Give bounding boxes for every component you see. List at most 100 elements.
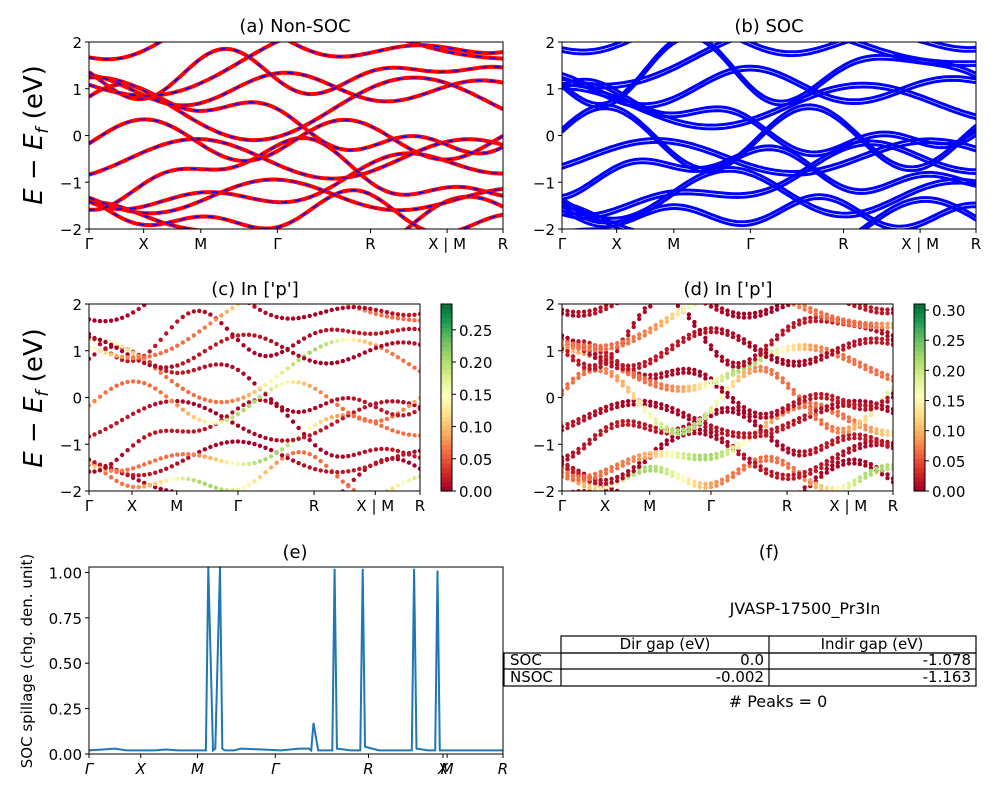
- projection-point: [626, 492, 630, 496]
- projection-point: [769, 427, 774, 432]
- projection-point: [879, 374, 885, 379]
- projection-point: [235, 367, 241, 373]
- projection-point: [213, 362, 219, 367]
- projection-point: [714, 455, 719, 460]
- projection-point: [808, 347, 813, 352]
- projection-point: [681, 339, 686, 344]
- projection-point: [780, 328, 785, 333]
- projection-point: [835, 399, 840, 404]
- projection-point: [108, 475, 114, 480]
- band-line-dash: [89, 76, 503, 141]
- projection-point: [598, 347, 603, 352]
- projection-point: [108, 468, 114, 474]
- projection-point: [631, 402, 636, 407]
- projection-point: [615, 358, 620, 364]
- projection-point: [841, 317, 846, 322]
- projection-point: [714, 436, 719, 442]
- projection-point: [158, 400, 163, 405]
- projection-point: [758, 464, 763, 469]
- projection-point: [570, 338, 576, 343]
- projection-point: [879, 340, 885, 345]
- projection-point: [164, 428, 169, 433]
- projection-point: [241, 462, 246, 467]
- projection-point: [587, 411, 592, 417]
- projection-point: [813, 344, 818, 349]
- projection-point: [730, 410, 736, 415]
- projection-point: [301, 381, 307, 386]
- projection-point: [202, 447, 207, 452]
- projection-point: [846, 359, 852, 364]
- projection-point: [692, 483, 697, 488]
- projection-point: [576, 420, 581, 426]
- projection-point: [642, 380, 647, 385]
- projection-point: [246, 376, 252, 381]
- projection-point: [730, 471, 736, 476]
- projection-point: [885, 376, 890, 381]
- projection-point: [819, 349, 824, 354]
- projection-point: [863, 366, 868, 372]
- projection-point: [675, 339, 681, 344]
- projection-point: [125, 379, 130, 385]
- projection-point: [670, 346, 675, 352]
- projection-point: [169, 398, 174, 403]
- projection-point: [774, 471, 780, 476]
- projection-point: [631, 335, 636, 340]
- projection-point: [642, 309, 647, 315]
- x-tick-label: R: [415, 497, 425, 515]
- projection-point: [581, 488, 587, 491]
- projection-point: [703, 335, 708, 341]
- y-tick-label: 2: [72, 34, 82, 52]
- projection-point: [686, 452, 692, 457]
- projection-point: [681, 335, 686, 341]
- projection-point: [642, 398, 647, 404]
- projection-point: [186, 389, 191, 395]
- projection-point: [565, 462, 570, 468]
- projection-point: [175, 428, 180, 434]
- projection-point: [357, 472, 362, 477]
- projection-point: [401, 312, 406, 318]
- projection-point: [863, 337, 868, 342]
- projection-point: [836, 298, 840, 302]
- projection-point: [620, 422, 625, 428]
- projection-point: [808, 467, 813, 473]
- projection-point: [119, 357, 125, 363]
- projection-point: [114, 317, 119, 322]
- colorbar-segment: [914, 397, 925, 403]
- projection-point: [581, 313, 587, 318]
- projection-point: [412, 318, 417, 323]
- projection-point: [631, 395, 636, 401]
- projection-point: [412, 409, 417, 415]
- projection-point: [708, 409, 714, 414]
- projection-point: [208, 398, 213, 404]
- projection-point: [874, 306, 879, 311]
- projection-point: [581, 351, 587, 357]
- projection-point: [852, 435, 857, 441]
- colorbar-segment: [914, 318, 925, 324]
- projection-point: [791, 321, 796, 326]
- projection-point: [846, 457, 852, 462]
- projection-point: [758, 313, 763, 318]
- colorbar-segment: [914, 458, 925, 464]
- x-tick-label: M: [667, 235, 680, 253]
- projection-point: [736, 467, 741, 472]
- projection-point: [808, 393, 813, 398]
- projection-point: [631, 363, 636, 368]
- projection-point: [373, 419, 379, 424]
- projection-point: [819, 353, 824, 358]
- x-tick-label: X: [612, 235, 622, 253]
- projection-point: [274, 450, 279, 456]
- projection-point: [296, 315, 301, 321]
- projection-point: [285, 316, 290, 321]
- projection-point: [769, 438, 774, 443]
- projection-point: [395, 399, 401, 404]
- projection-point: [153, 458, 158, 463]
- projection-point: [708, 484, 714, 490]
- projection-point: [576, 313, 581, 319]
- projection-point: [153, 352, 158, 358]
- projection-point: [263, 392, 268, 397]
- colorbar-tick-label: 0.10: [932, 423, 965, 441]
- projection-point: [202, 397, 207, 402]
- projection-point: [235, 487, 241, 491]
- projection-point: [373, 307, 379, 313]
- projection-point: [119, 452, 125, 458]
